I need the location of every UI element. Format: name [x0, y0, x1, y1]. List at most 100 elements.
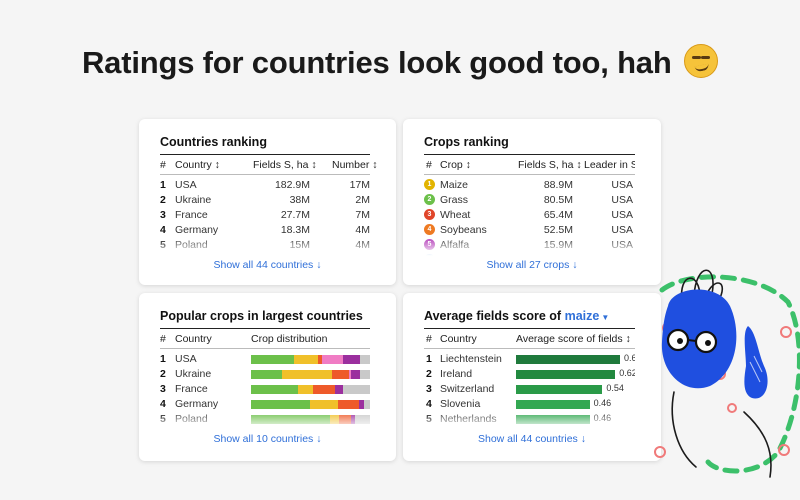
leader-country: USA	[611, 224, 633, 236]
title-divider	[160, 328, 370, 329]
score-bar	[516, 400, 590, 409]
fields-area: 27.7M	[280, 209, 310, 221]
card-title: Popular crops in largest countries	[160, 309, 363, 323]
number-value: 4M	[355, 224, 370, 236]
rank: 4	[160, 398, 166, 410]
show-all-countries-link[interactable]: Show all 10 countries ↓	[213, 433, 322, 445]
crop-selector-value: maize	[564, 309, 600, 323]
table-row[interactable]: 3 Switzerland 0.54	[424, 383, 635, 398]
table-row[interactable]: 3 Wheat 65.4M USA	[424, 209, 635, 224]
col-rank: #	[426, 333, 432, 345]
crop-distribution-bar	[251, 370, 370, 379]
table-row[interactable]: 2 Ukraine	[160, 368, 370, 383]
col-average-score-sort[interactable]: Average score of fields ↕	[516, 333, 631, 345]
col-leader-sort[interactable]: Leader in S ↕	[584, 159, 635, 171]
show-all-countries-link[interactable]: Show all 44 countries ↓	[213, 259, 322, 271]
col-country-sort[interactable]: Country ↕	[175, 159, 220, 171]
country-name: USA	[175, 179, 197, 191]
score-value: 0.65	[624, 353, 635, 363]
score-value: 0.54	[606, 383, 624, 393]
col-fields-sort[interactable]: Fields S, ha ↕	[253, 159, 317, 171]
country-name: Germany	[175, 398, 219, 410]
table-header: # Country Crop distribution	[160, 333, 370, 349]
card-title: Crops ranking	[424, 135, 509, 149]
crop-distribution-bar	[251, 400, 370, 409]
crops-table-body: 1 Maize 88.9M USA 2 Grass 80.5M USA 3 Wheat 65.4M U…	[424, 179, 635, 257]
fade-overlay	[139, 411, 396, 433]
crop-distribution-bar	[251, 355, 370, 364]
table-row[interactable]: 1 Liechtenstein 0.65	[424, 353, 635, 368]
country-name: USA	[175, 353, 197, 365]
rank: 2	[160, 194, 166, 206]
fade-overlay	[403, 237, 661, 259]
crops-ranking-card: Crops ranking # Crop ↕ Fields S, ha ↕ Le…	[403, 119, 661, 285]
rank: 3	[160, 209, 166, 221]
table-row[interactable]: 4 Slovenia 0.46	[424, 398, 635, 413]
col-country: Country	[440, 333, 477, 345]
table-header: # Country ↕ Fields S, ha ↕ Number ↕	[160, 159, 378, 175]
distribution-segment	[360, 355, 370, 364]
table-row[interactable]: 2 Ireland 0.62	[424, 368, 635, 383]
show-all-crops-link[interactable]: Show all 27 crops ↓	[486, 259, 578, 271]
card-title-text: Average fields score of	[424, 309, 562, 323]
leader-country: USA	[611, 179, 633, 191]
fade-overlay	[403, 411, 661, 433]
table-row[interactable]: 4 Soybeans 52.5M USA	[424, 224, 635, 239]
country-name: Switzerland	[440, 383, 495, 395]
col-crop-sort[interactable]: Crop ↕	[440, 159, 471, 171]
table-header: # Country Average score of fields ↕	[424, 333, 635, 349]
crop-selector-dropdown[interactable]: maize ▼	[565, 309, 610, 323]
country-name: France	[175, 209, 208, 221]
distribution-segment	[321, 355, 343, 364]
rank: 4	[426, 398, 432, 410]
table-row[interactable]: 2 Grass 80.5M USA	[424, 194, 635, 209]
score-bar	[516, 385, 603, 394]
country-name: Slovenia	[440, 398, 481, 410]
col-number-sort[interactable]: Number ↕	[332, 159, 378, 171]
crop-rank-badge: 4	[424, 224, 435, 235]
chevron-down-icon: ▼	[601, 313, 610, 322]
country-name: Germany	[175, 224, 219, 236]
title-divider	[160, 154, 370, 155]
table-row[interactable]: 2 Ukraine 38M 2M	[160, 194, 370, 209]
number-value: 17M	[349, 179, 370, 191]
show-all-countries-link[interactable]: Show all 44 countries ↓	[478, 433, 586, 445]
title-divider	[424, 154, 635, 155]
crop-name: Maize	[440, 179, 469, 191]
popular-crops-card: Popular crops in largest countries # Cou…	[139, 293, 396, 461]
number-value: 7M	[355, 209, 370, 221]
distribution-segment	[351, 370, 361, 379]
crop-rank-badge: 2	[424, 194, 435, 205]
average-fields-card: Average fields score of maize ▼ # Country…	[403, 293, 661, 461]
table-row[interactable]: 1 USA 182.9M 17M	[160, 179, 370, 194]
crop-rank-badge: 3	[424, 209, 435, 220]
table-row[interactable]: 4 Germany	[160, 398, 370, 413]
distribution-segment	[310, 400, 338, 409]
country-name: France	[175, 383, 208, 395]
card-title: Countries ranking	[160, 135, 267, 149]
crop-name: Grass	[440, 194, 469, 206]
col-crop-distribution: Crop distribution	[251, 333, 328, 345]
distribution-segment	[251, 370, 282, 379]
crop-rank-badge: 1	[424, 179, 435, 190]
col-fields-sort[interactable]: Fields S, ha ↕	[518, 159, 582, 171]
table-row[interactable]: 1 USA	[160, 353, 370, 368]
distribution-segment	[363, 400, 370, 409]
table-row[interactable]: 1 Maize 88.9M USA	[424, 179, 635, 194]
score-bar	[516, 370, 616, 379]
fields-area: 182.9M	[274, 179, 310, 191]
table-row[interactable]: 3 France	[160, 383, 370, 398]
distribution-segment	[335, 385, 343, 394]
crop-name: Soybeans	[440, 224, 487, 236]
distribution-segment	[360, 370, 370, 379]
number-value: 2M	[355, 194, 370, 206]
distribution-segment	[298, 385, 313, 394]
table-row[interactable]: 4 Germany 18.3M 4M	[160, 224, 370, 239]
table-row[interactable]: 3 France 27.7M 7M	[160, 209, 370, 224]
leader-country: USA	[611, 194, 633, 206]
table-header: # Crop ↕ Fields S, ha ↕ Leader in S ↕	[424, 159, 635, 175]
rank: 1	[160, 179, 166, 191]
distribution-segment	[348, 370, 352, 379]
col-rank: #	[426, 159, 432, 171]
col-country: Country	[175, 333, 212, 345]
